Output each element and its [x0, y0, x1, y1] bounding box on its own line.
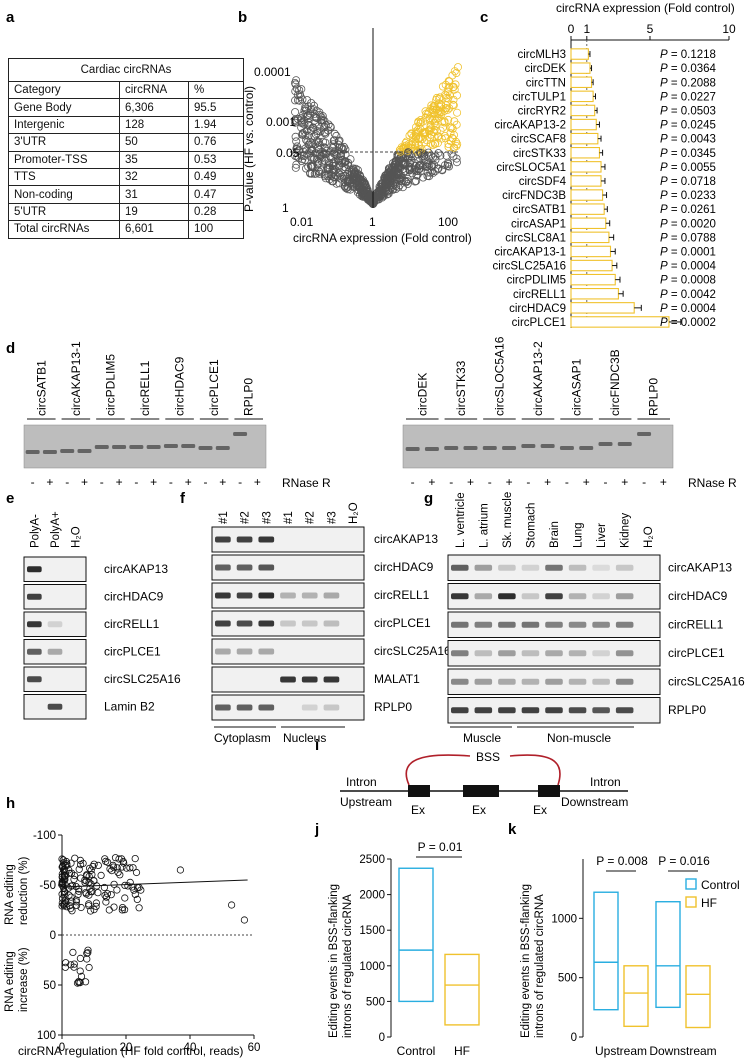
table-cell: 95.5: [188, 98, 244, 117]
table-header-row: Category circRNA %: [8, 80, 244, 100]
table-cell: 6,601: [119, 220, 189, 239]
panel-label-a: a: [6, 9, 15, 26]
table-row: TTS 32 0.49: [8, 167, 244, 187]
table-row: Non-coding 31 0.47: [8, 185, 244, 204]
table-cell: 3'UTR: [8, 133, 120, 152]
table-row: Gene Body 6,306 95.5: [8, 98, 244, 117]
panel-label-h: h: [6, 795, 15, 812]
table-cell: 100: [188, 220, 244, 239]
table-header-cell: circRNA: [119, 80, 189, 100]
table-cell: Non-coding: [8, 185, 120, 204]
table-cell: Total circRNAs: [8, 220, 120, 239]
table-cell: 128: [119, 115, 189, 135]
table-cell: 31: [119, 185, 189, 204]
panel-label-g: g: [424, 490, 433, 507]
table-header-cell: %: [188, 80, 244, 100]
table-cell: 0.53: [188, 150, 244, 169]
table-row: Promoter-TSS 35 0.53: [8, 150, 244, 169]
table-cell: 0.49: [188, 167, 244, 187]
table-cell: 6,306: [119, 98, 189, 117]
table-cell: 1.94: [188, 115, 244, 135]
table-cell: 19: [119, 202, 189, 222]
table-cell: 0.47: [188, 185, 244, 204]
panel-label-c: c: [480, 9, 488, 26]
table-cell: 5'UTR: [8, 202, 120, 222]
table-cell: Promoter-TSS: [8, 150, 120, 169]
circrna-category-table: Cardiac circRNAs Category circRNA % Gene…: [8, 58, 244, 239]
panel-label-e: e: [6, 490, 14, 507]
table-header-cell: Category: [8, 80, 120, 100]
table-cell: TTS: [8, 167, 120, 187]
panel-label-b: b: [238, 9, 247, 26]
table-cell: 0.76: [188, 133, 244, 152]
table-cell: 50: [119, 133, 189, 152]
table-row: Total circRNAs 6,601 100: [8, 220, 244, 239]
table-cell: Gene Body: [8, 98, 120, 117]
table-cell: Intergenic: [8, 115, 120, 135]
panel-label-f: f: [180, 490, 186, 507]
panel-label-i: i: [315, 737, 319, 754]
table-cell: 32: [119, 167, 189, 187]
table-cell: 35: [119, 150, 189, 169]
table-row: 5'UTR 19 0.28: [8, 202, 244, 222]
table-cell: 0.28: [188, 202, 244, 222]
table-row: Intergenic 128 1.94: [8, 115, 244, 135]
table-row: 3'UTR 50 0.76: [8, 133, 244, 152]
panel-label-d: d: [6, 340, 15, 357]
panel-label-k: k: [508, 821, 517, 838]
panel-label-j: j: [314, 821, 319, 838]
table-title: Cardiac circRNAs: [8, 58, 244, 82]
